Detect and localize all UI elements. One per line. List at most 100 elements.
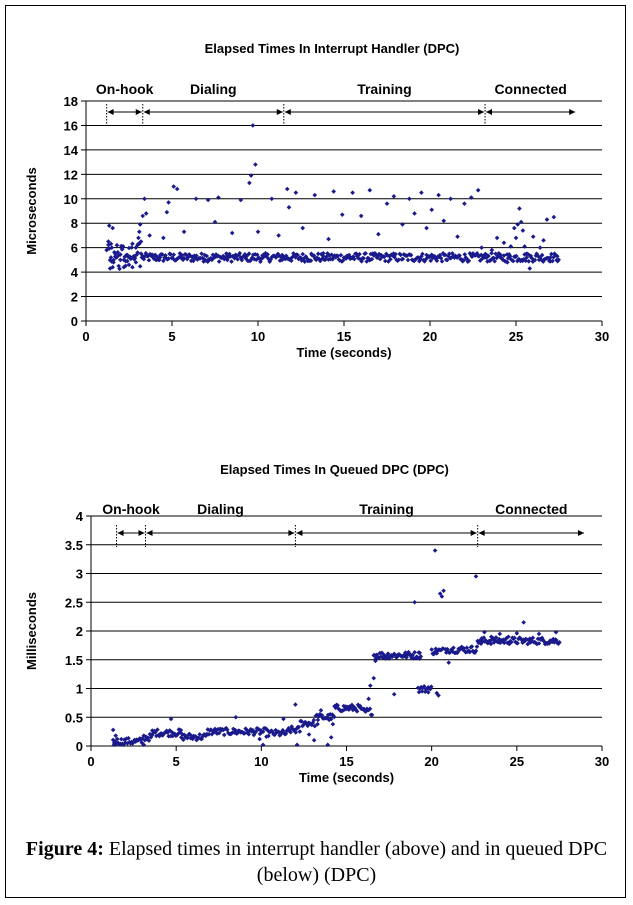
data-point: [540, 637, 546, 643]
data-point: [420, 251, 425, 257]
data-point: [297, 729, 303, 734]
data-point: [436, 192, 441, 198]
data-point: [275, 251, 281, 257]
data-point: [482, 255, 487, 260]
data-point: [376, 231, 381, 237]
data-point: [557, 640, 562, 645]
data-point: [267, 259, 272, 264]
phase-arrowhead-left: [486, 109, 493, 115]
data-point: [128, 256, 134, 261]
data-point: [333, 254, 339, 260]
data-point: [250, 252, 256, 258]
phase-arrowhead-right: [276, 109, 283, 115]
data-point: [433, 256, 439, 262]
data-point: [106, 239, 111, 244]
data-point: [113, 733, 118, 738]
data-point: [139, 255, 145, 260]
phase-arrowhead-left: [296, 530, 303, 536]
data-point: [152, 253, 158, 259]
phase-arrowhead-left: [146, 530, 153, 536]
data-point: [530, 635, 536, 641]
data-point: [242, 252, 248, 257]
data-point: [206, 732, 212, 737]
y-tick-label: 16: [64, 118, 78, 133]
data-point: [327, 253, 332, 258]
data-point: [238, 197, 244, 203]
data-point: [313, 257, 319, 263]
data-point: [507, 253, 513, 259]
data-point: [414, 654, 419, 659]
data-point: [142, 737, 148, 743]
data-point: [293, 702, 298, 707]
data-point: [405, 257, 411, 263]
data-point: [208, 255, 214, 261]
data-point: [276, 233, 281, 238]
data-point: [501, 240, 507, 246]
data-point: [149, 733, 155, 738]
data-point: [366, 696, 371, 702]
data-point: [165, 730, 170, 735]
data-point: [455, 234, 460, 239]
data-point: [501, 253, 507, 258]
data-point: [548, 255, 553, 260]
data-point: [411, 258, 417, 264]
data-point: [286, 205, 292, 210]
data-point: [367, 706, 373, 712]
data-point: [111, 260, 116, 265]
data-point: [493, 635, 499, 640]
data-point: [411, 656, 416, 661]
x-tick-label: 10: [254, 754, 268, 769]
data-point: [491, 640, 497, 645]
data-point: [375, 253, 381, 259]
data-point: [138, 251, 144, 256]
data-point: [299, 258, 304, 263]
y-tick-label: 10: [64, 192, 78, 207]
data-point: [481, 253, 486, 259]
data-point: [484, 252, 490, 258]
data-point: [107, 257, 113, 263]
data-point: [449, 647, 454, 652]
data-point: [129, 245, 134, 250]
data-point: [137, 264, 143, 269]
data-point: [448, 196, 453, 202]
data-point: [391, 251, 396, 256]
data-point: [134, 252, 140, 257]
data-point: [122, 254, 127, 260]
data-point: [168, 716, 174, 722]
data-point: [231, 253, 236, 259]
x-tick-label: 5: [173, 754, 180, 769]
data-point: [248, 257, 254, 262]
data-point: [372, 250, 378, 256]
data-point: [488, 641, 494, 647]
data-point: [373, 658, 378, 664]
data-point: [452, 255, 457, 260]
data-point: [340, 258, 346, 263]
data-point: [315, 721, 320, 727]
data-point: [253, 257, 259, 263]
data-point: [184, 256, 190, 262]
figure-frame: Elapsed Times In Interrupt Handler (DPC)…: [5, 5, 626, 898]
data-point: [268, 257, 274, 262]
data-point: [393, 251, 398, 257]
data-point: [335, 253, 341, 259]
data-point: [553, 629, 559, 635]
chart-interrupt-handler: Elapsed Times In Interrupt Handler (DPC)…: [24, 41, 609, 360]
data-point: [316, 256, 322, 262]
data-point: [266, 733, 271, 739]
data-point: [464, 645, 470, 651]
data-point: [368, 683, 373, 688]
data-point: [382, 258, 388, 264]
data-point: [378, 252, 384, 258]
data-point: [119, 736, 124, 742]
data-point: [170, 255, 175, 261]
data-point: [110, 225, 115, 231]
data-point: [253, 729, 259, 734]
x-tick-label: 15: [339, 754, 353, 769]
data-point: [493, 251, 499, 257]
data-point: [330, 713, 336, 718]
data-point: [537, 245, 543, 250]
data-point: [243, 256, 249, 261]
data-point: [179, 731, 185, 737]
data-point: [277, 258, 283, 263]
x-tick-label: 25: [509, 329, 523, 344]
